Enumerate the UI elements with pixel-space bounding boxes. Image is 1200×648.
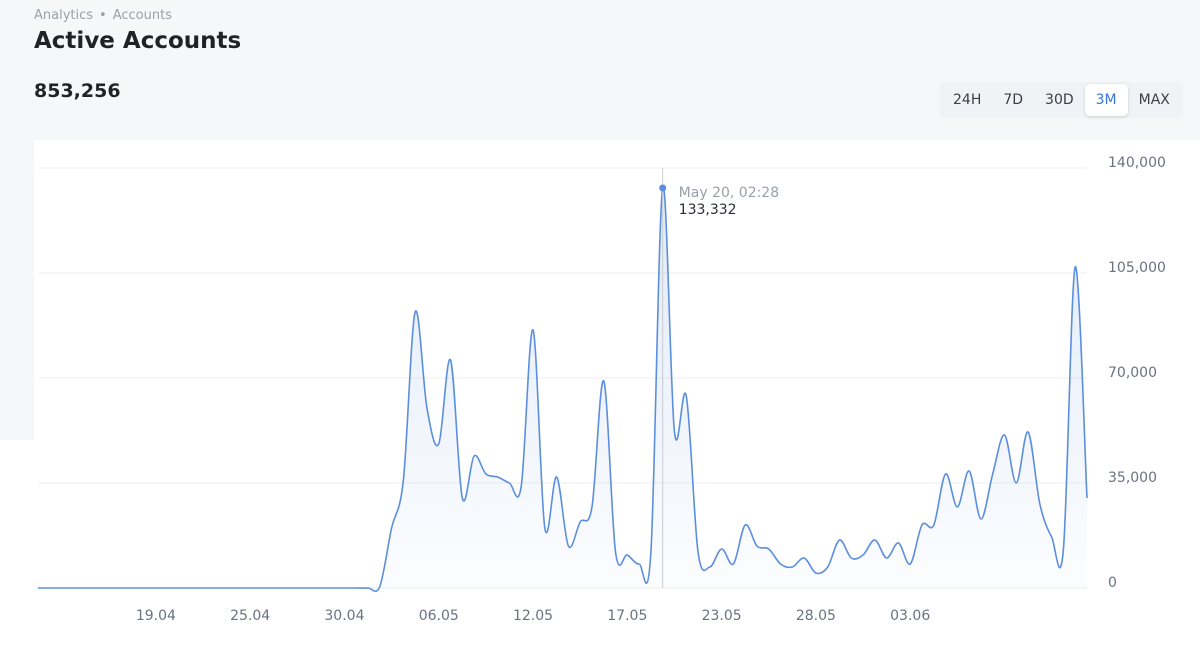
x-tick-label: 19.04 [136, 608, 176, 624]
separator: • [99, 8, 107, 23]
tooltip-title: May 20, 02:28 [679, 185, 779, 201]
breadcrumb: Analytics • Accounts [34, 8, 172, 23]
hover-point [659, 184, 667, 192]
y-tick-label: 0 [1108, 575, 1117, 591]
y-tick-label: 70,000 [1108, 365, 1157, 381]
x-tick-label: 03.06 [890, 608, 930, 624]
x-tick-label: 25.04 [230, 608, 270, 624]
breadcrumb-item[interactable]: Accounts [112, 8, 172, 23]
x-tick-label: 06.05 [419, 608, 459, 624]
x-tick-label: 28.05 [796, 608, 836, 624]
range-selector: 24H 7D 30D 3M MAX [940, 82, 1183, 118]
range-button[interactable]: 7D [1003, 92, 1024, 108]
range-button[interactable]: 30D [1045, 92, 1074, 108]
y-tick-label: 140,000 [1108, 155, 1166, 171]
breadcrumb-item[interactable]: Analytics [34, 8, 94, 23]
total-value: 853,256 [34, 80, 121, 102]
line [37, 186, 1088, 593]
x-tick-label: 30.04 [324, 608, 364, 624]
page-title: Active Accounts [34, 28, 242, 54]
x-tick-label: 17.05 [607, 608, 647, 624]
y-tick-label: 35,000 [1108, 470, 1157, 486]
range-button[interactable]: 24H [953, 92, 982, 108]
x-tick-label: 12.05 [513, 608, 553, 624]
tooltip-value: 133,332 [679, 202, 737, 218]
side-background [0, 140, 34, 440]
range-button[interactable]: 3M [1084, 84, 1128, 116]
y-tick-label: 105,000 [1108, 260, 1166, 276]
x-tick-label: 23.05 [702, 608, 742, 624]
range-button[interactable]: MAX [1138, 92, 1170, 108]
